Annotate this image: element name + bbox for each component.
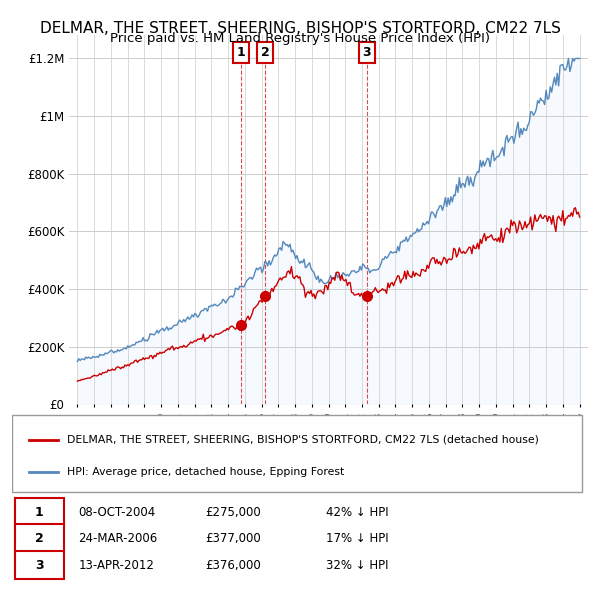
FancyBboxPatch shape (15, 550, 64, 579)
Text: 42% ↓ HPI: 42% ↓ HPI (326, 506, 389, 519)
Text: DELMAR, THE STREET, SHEERING, BISHOP'S STORTFORD, CM22 7LS: DELMAR, THE STREET, SHEERING, BISHOP'S S… (40, 21, 560, 35)
Text: 3: 3 (362, 46, 371, 59)
Text: 3: 3 (35, 559, 43, 572)
Text: 17% ↓ HPI: 17% ↓ HPI (326, 532, 389, 545)
Text: 1: 1 (236, 46, 245, 59)
FancyBboxPatch shape (15, 498, 64, 526)
Text: 08-OCT-2004: 08-OCT-2004 (78, 506, 155, 519)
Text: £275,000: £275,000 (205, 506, 261, 519)
FancyBboxPatch shape (15, 525, 64, 552)
Text: HPI: Average price, detached house, Epping Forest: HPI: Average price, detached house, Eppi… (67, 467, 344, 477)
Text: 2: 2 (35, 532, 43, 545)
FancyBboxPatch shape (12, 415, 582, 491)
Text: 32% ↓ HPI: 32% ↓ HPI (326, 559, 388, 572)
Text: DELMAR, THE STREET, SHEERING, BISHOP'S STORTFORD, CM22 7LS (detached house): DELMAR, THE STREET, SHEERING, BISHOP'S S… (67, 434, 539, 444)
Text: Price paid vs. HM Land Registry's House Price Index (HPI): Price paid vs. HM Land Registry's House … (110, 32, 490, 45)
Text: 13-APR-2012: 13-APR-2012 (78, 559, 154, 572)
Text: 2: 2 (261, 46, 269, 59)
Text: £377,000: £377,000 (205, 532, 261, 545)
Text: £376,000: £376,000 (205, 559, 261, 572)
Text: 24-MAR-2006: 24-MAR-2006 (78, 532, 157, 545)
Text: 1: 1 (35, 506, 43, 519)
